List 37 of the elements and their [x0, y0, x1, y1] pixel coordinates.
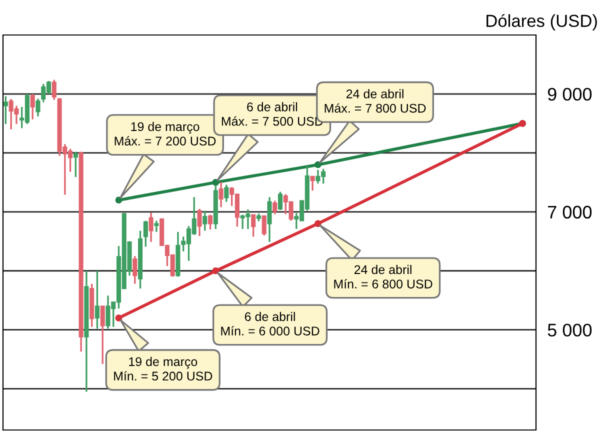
- candlestick: [208, 214, 213, 230]
- annotation: 24 de abril Máx. = 7 800 USD: [324, 89, 426, 113]
- candlestick: [262, 215, 266, 236]
- point: [212, 178, 220, 186]
- annotation: 19 de março Mín. = 5 200 USD: [114, 356, 212, 381]
- candlestick: [73, 150, 78, 178]
- y-tick-label: 9 000: [548, 88, 592, 101]
- y-tick-label: 7 000: [548, 206, 592, 219]
- candlestick: [3, 95, 8, 125]
- y-axis-title: Dólares (USD): [486, 14, 597, 30]
- candlestick: [36, 98, 40, 118]
- annotation: 6 de abril Mín. = 6 000 USD: [221, 312, 320, 336]
- annotation: 19 de março Máx. = 7 200 USD: [114, 122, 216, 146]
- candlestick: [143, 220, 148, 248]
- point: [115, 196, 122, 204]
- candlestick: [100, 305, 105, 365]
- candlestick: [148, 212, 154, 243]
- candlestick: [197, 208, 202, 237]
- candlestick: [30, 93, 35, 120]
- y-tick-label: 5 000: [548, 324, 592, 336]
- point: [314, 220, 322, 228]
- candlestick: [218, 180, 224, 208]
- point: [115, 314, 122, 322]
- candlestick: [267, 196, 272, 243]
- candlestick: [278, 190, 283, 211]
- candlestick: [154, 220, 159, 233]
- candlestick: [224, 184, 229, 203]
- candlestick: [310, 176, 315, 192]
- candlestick: [94, 270, 100, 330]
- candlestick: [52, 78, 56, 101]
- candlestick: [251, 214, 256, 238]
- candlestick: [272, 200, 278, 216]
- point: [212, 267, 220, 274]
- candlestick: [202, 210, 208, 232]
- annotation: 24 de abril Mín. = 6 800 USD: [334, 264, 432, 288]
- point: [314, 161, 322, 168]
- candlestick: [132, 255, 138, 285]
